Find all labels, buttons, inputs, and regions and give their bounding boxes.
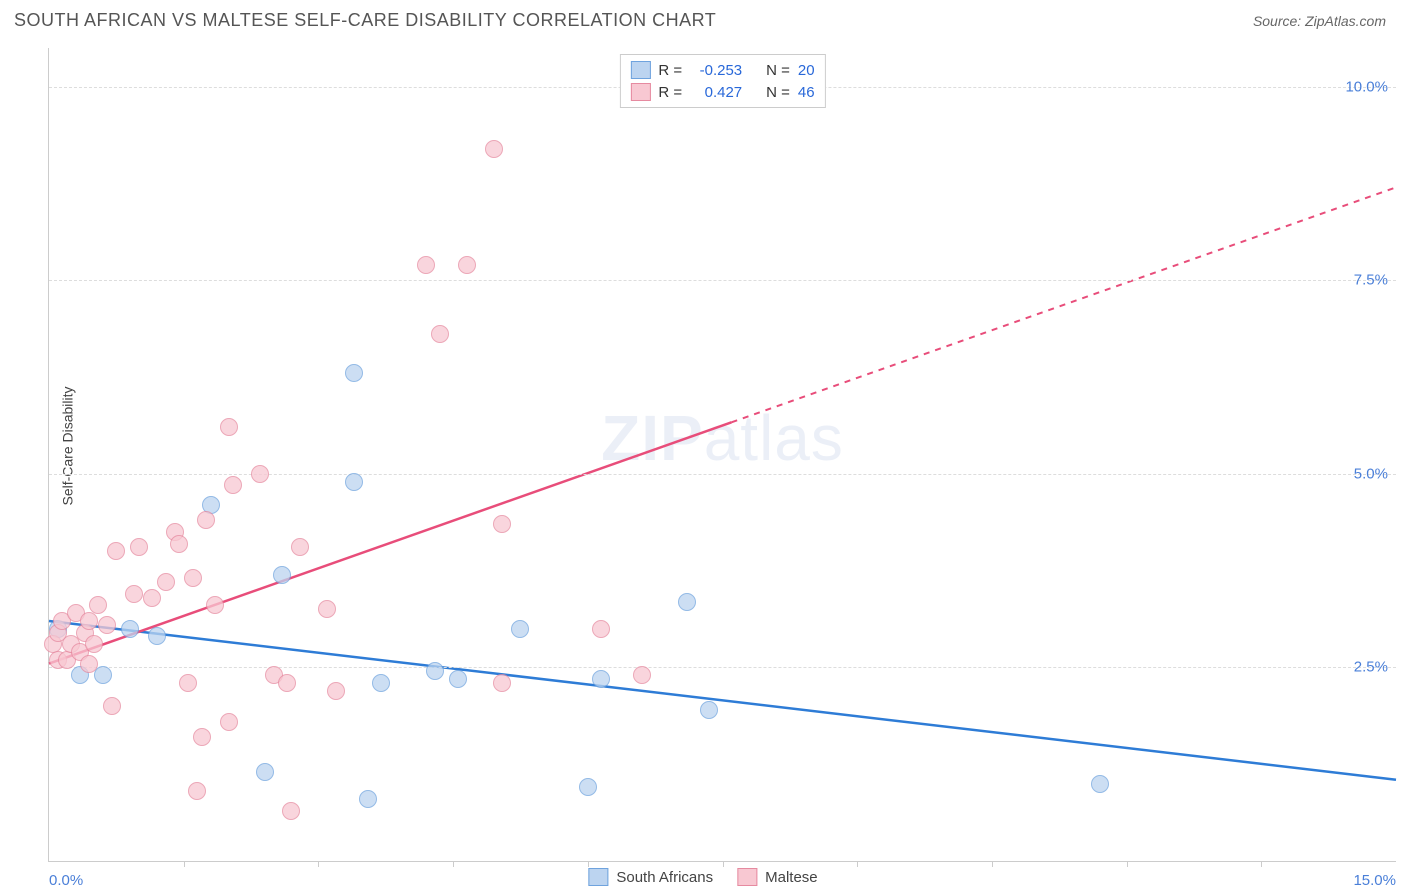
data-point	[278, 674, 296, 692]
data-point	[188, 782, 206, 800]
x-tick-label: 15.0%	[1353, 872, 1396, 889]
data-point	[89, 596, 107, 614]
data-point	[98, 616, 116, 634]
data-point	[493, 515, 511, 533]
r-label: R =	[658, 62, 682, 79]
r-value: -0.253	[690, 62, 742, 79]
source-label: Source: ZipAtlas.com	[1253, 13, 1386, 29]
x-tick	[184, 861, 185, 867]
data-point	[579, 778, 597, 796]
chart-title: SOUTH AFRICAN VS MALTESE SELF-CARE DISAB…	[14, 10, 716, 31]
n-label: N =	[766, 62, 790, 79]
data-point	[170, 535, 188, 553]
data-point	[1091, 775, 1109, 793]
data-point	[80, 655, 98, 673]
legend-series-item: South Africans	[588, 868, 713, 886]
data-point	[633, 666, 651, 684]
data-point	[282, 802, 300, 820]
data-point	[449, 670, 467, 688]
r-value: 0.427	[690, 84, 742, 101]
scatter-chart: ZIPatlas R = -0.253 N = 20 R = 0.427 N = 46…	[48, 48, 1396, 862]
y-tick-label: 7.5%	[1354, 272, 1388, 289]
legend-series-item: Maltese	[737, 868, 818, 886]
x-tick	[453, 861, 454, 867]
legend-stat-row: R = 0.427 N = 46	[630, 81, 814, 103]
data-point	[179, 674, 197, 692]
data-point	[431, 325, 449, 343]
data-point	[224, 476, 242, 494]
data-point	[121, 620, 139, 638]
legend-swatch	[630, 61, 650, 79]
data-point	[511, 620, 529, 638]
data-point	[458, 256, 476, 274]
data-point	[327, 682, 345, 700]
x-tick	[318, 861, 319, 867]
legend-series-label: South Africans	[616, 869, 713, 886]
n-label: N =	[766, 84, 790, 101]
data-point	[80, 612, 98, 630]
data-point	[143, 589, 161, 607]
watermark: ZIPatlas	[601, 401, 844, 475]
legend-series: South Africans Maltese	[588, 868, 817, 886]
data-point	[256, 763, 274, 781]
data-point	[417, 256, 435, 274]
legend-series-label: Maltese	[765, 869, 818, 886]
x-tick	[723, 861, 724, 867]
y-tick-label: 5.0%	[1354, 465, 1388, 482]
data-point	[157, 573, 175, 591]
data-point	[345, 364, 363, 382]
x-tick	[1261, 861, 1262, 867]
x-tick	[588, 861, 589, 867]
data-point	[130, 538, 148, 556]
n-value: 20	[798, 62, 815, 79]
n-value: 46	[798, 84, 815, 101]
trend-lines	[49, 48, 1396, 861]
data-point	[193, 728, 211, 746]
y-tick-label: 2.5%	[1354, 659, 1388, 676]
data-point	[148, 627, 166, 645]
data-point	[485, 140, 503, 158]
data-point	[359, 790, 377, 808]
data-point	[206, 596, 224, 614]
data-point	[318, 600, 336, 618]
data-point	[273, 566, 291, 584]
y-tick-label: 10.0%	[1345, 78, 1388, 95]
x-tick-label: 0.0%	[49, 872, 83, 889]
data-point	[220, 418, 238, 436]
data-point	[372, 674, 390, 692]
x-tick	[857, 861, 858, 867]
data-point	[678, 593, 696, 611]
legend-swatch	[737, 868, 757, 886]
x-tick	[1127, 861, 1128, 867]
legend-stats: R = -0.253 N = 20 R = 0.427 N = 46	[619, 54, 825, 108]
data-point	[426, 662, 444, 680]
legend-stat-row: R = -0.253 N = 20	[630, 59, 814, 81]
data-point	[107, 542, 125, 560]
legend-swatch	[588, 868, 608, 886]
r-label: R =	[658, 84, 682, 101]
data-point	[251, 465, 269, 483]
data-point	[291, 538, 309, 556]
data-point	[125, 585, 143, 603]
legend-swatch	[630, 83, 650, 101]
data-point	[493, 674, 511, 692]
data-point	[345, 473, 363, 491]
x-tick	[992, 861, 993, 867]
data-point	[220, 713, 238, 731]
gridline-h	[49, 280, 1396, 281]
data-point	[85, 635, 103, 653]
data-point	[103, 697, 121, 715]
data-point	[592, 620, 610, 638]
data-point	[184, 569, 202, 587]
data-point	[197, 511, 215, 529]
data-point	[592, 670, 610, 688]
data-point	[700, 701, 718, 719]
gridline-h	[49, 667, 1396, 668]
header: SOUTH AFRICAN VS MALTESE SELF-CARE DISAB…	[0, 0, 1406, 39]
